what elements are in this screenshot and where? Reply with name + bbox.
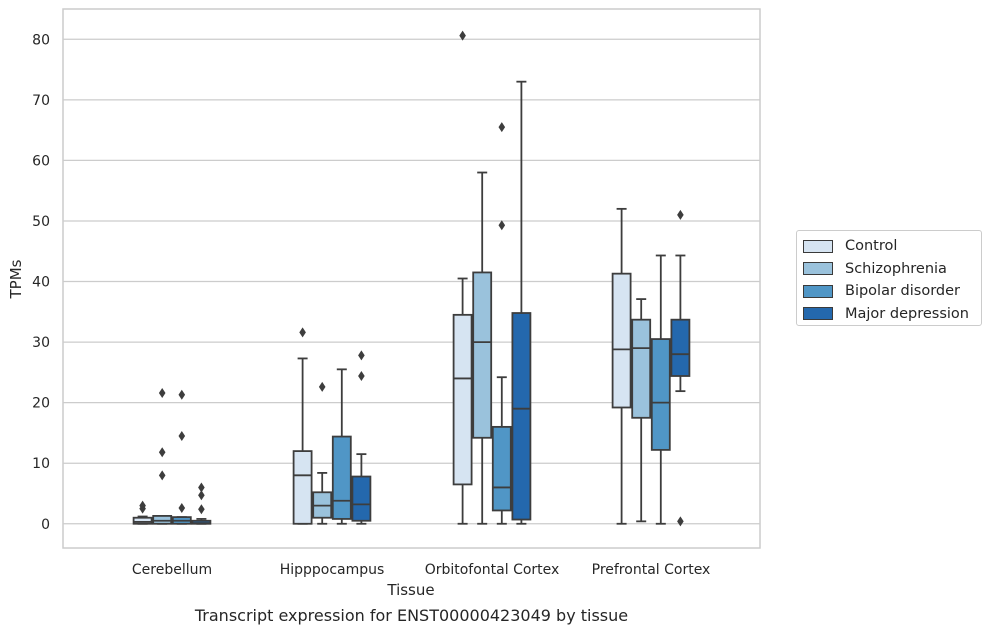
legend-item-control: Control <box>803 235 981 258</box>
y-tick-label: 10 <box>32 456 50 472</box>
outlier-point <box>198 490 205 501</box>
box-body <box>611 272 632 409</box>
box-body <box>670 318 691 377</box>
outlier-point <box>198 482 205 493</box>
box-body <box>132 516 153 525</box>
outlier-point <box>178 503 186 514</box>
outlier-point <box>459 30 466 41</box>
outlier-point <box>677 516 684 527</box>
outlier-point <box>358 350 365 361</box>
box-2-0 <box>452 30 473 525</box>
box-0-1 <box>152 387 173 525</box>
y-tick-label: 30 <box>32 335 50 351</box>
box-3-3 <box>670 209 691 527</box>
box-2-1 <box>472 171 493 525</box>
outlier-point <box>198 504 205 515</box>
y-tick-label: 50 <box>32 214 50 230</box>
box-body <box>631 318 652 419</box>
legend: Control Schizophrenia Bipolar disorder M… <box>796 230 982 326</box>
legend-swatch <box>803 239 833 253</box>
outlier-point <box>139 500 146 511</box>
box-2-2 <box>491 122 512 525</box>
box-body <box>452 313 473 486</box>
box-0-0 <box>132 500 153 525</box>
legend-label: Schizophrenia <box>845 260 947 277</box>
legend-label: Major depression <box>845 305 969 322</box>
outlier-point <box>318 381 326 392</box>
legend-swatch <box>803 262 833 276</box>
outlier-point <box>677 209 684 220</box>
box-body <box>152 515 173 525</box>
y-tick-label: 80 <box>32 32 50 48</box>
gridlines <box>63 38 760 525</box>
box-groups <box>132 30 691 527</box>
y-tick-label: 70 <box>32 93 50 109</box>
y-tick-label: 60 <box>32 153 50 169</box>
outlier-point <box>158 447 166 458</box>
box-body <box>292 450 313 525</box>
x-tick-label: Hipppocampus <box>280 562 385 578</box>
legend-item-major-depression: Major depression <box>803 303 981 326</box>
box-1-1 <box>312 381 333 525</box>
box-body <box>472 271 493 439</box>
x-tick-label: Prefrontal Cortex <box>592 562 711 578</box>
box-body <box>650 338 671 451</box>
box-3-2 <box>650 254 671 525</box>
outlier-point <box>498 122 506 133</box>
y-tick-label: 0 <box>41 517 50 533</box>
outlier-point <box>178 389 186 400</box>
outlier-point <box>358 371 365 382</box>
outlier-point <box>158 387 166 398</box>
x-tick-labels: Cerebellum Hipppocampus Orbitofontal Corte… <box>132 562 710 578</box>
outlier-point <box>498 220 506 231</box>
outlier-point <box>178 430 186 441</box>
box-body <box>491 425 512 512</box>
x-tick-label: Cerebellum <box>132 562 212 578</box>
box-0-3 <box>191 482 212 525</box>
box-3-0 <box>611 207 632 525</box>
y-tick-label: 40 <box>32 275 50 291</box>
legend-swatch <box>803 284 833 298</box>
box-1-0 <box>292 327 313 525</box>
box-1-3 <box>351 350 372 525</box>
box-2-3 <box>511 80 532 525</box>
box-body <box>511 312 532 521</box>
x-tick-label: Orbitofontal Cortex <box>425 562 560 578</box>
y-tick-labels: 0 10 20 30 40 50 60 70 80 <box>32 32 50 532</box>
chart-caption: Transcript expression for ENST0000042304… <box>194 606 629 625</box>
box-1-2 <box>331 368 352 525</box>
outlier-point <box>158 470 166 481</box>
box-body <box>331 435 352 520</box>
legend-swatch <box>803 307 833 321</box>
x-axis-label: Tissue <box>386 581 434 599</box>
legend-label: Control <box>845 238 898 255</box>
legend-item-schizophrenia: Schizophrenia <box>803 258 981 281</box>
box-0-2 <box>171 389 192 525</box>
box-3-1 <box>631 298 652 523</box>
y-tick-label: 20 <box>32 396 50 412</box>
plot-frame <box>62 8 761 549</box>
legend-label: Bipolar disorder <box>845 283 960 300</box>
y-axis-label: TPMs <box>7 259 25 299</box>
box-body <box>351 475 372 522</box>
legend-item-bipolar-disorder: Bipolar disorder <box>803 280 981 303</box>
outlier-point <box>299 327 306 338</box>
